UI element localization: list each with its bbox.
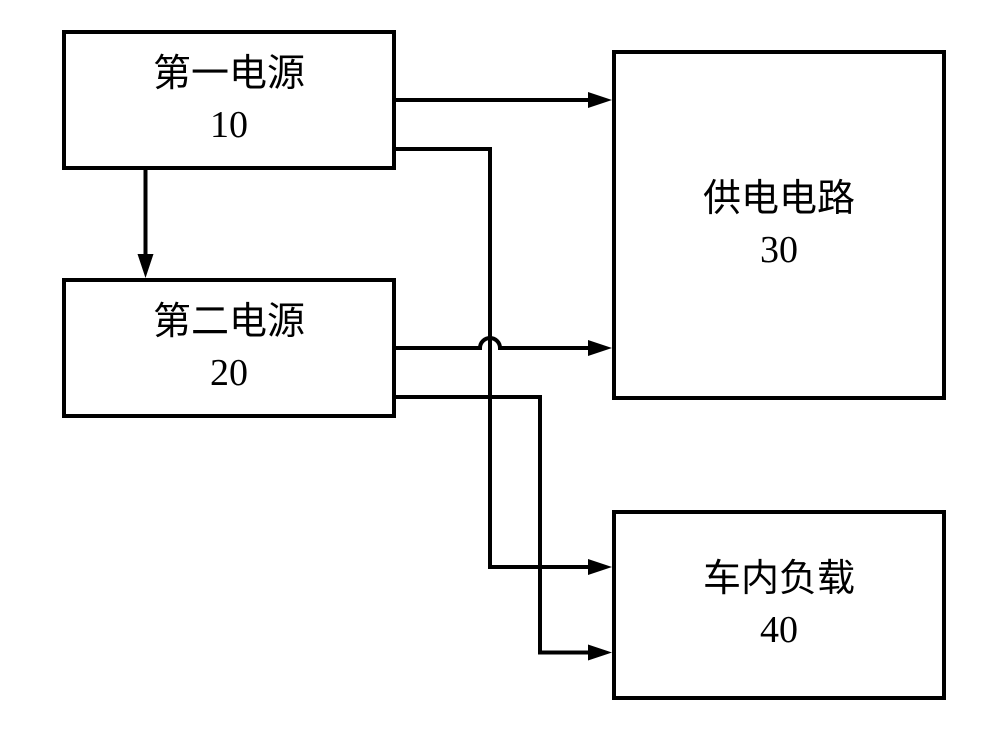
diagram-canvas: 第一电源 10 第二电源 20 供电电路 30 车内负载 40: [0, 0, 1000, 746]
block-title: 第二电源: [153, 297, 305, 348]
block-first-power: 第一电源 10: [62, 30, 396, 170]
edge-e_n1_n4: [396, 149, 588, 567]
block-supply-circuit: 供电电路 30: [612, 50, 946, 400]
block-title: 供电电路: [703, 174, 855, 225]
block-number: 20: [210, 348, 248, 399]
block-title: 第一电源: [153, 49, 305, 100]
block-number: 40: [760, 605, 798, 656]
block-in-vehicle-load: 车内负载 40: [612, 510, 946, 700]
block-number: 30: [760, 225, 798, 276]
block-number: 10: [210, 100, 248, 151]
block-second-power: 第二电源 20: [62, 278, 396, 418]
block-title: 车内负载: [703, 554, 855, 605]
